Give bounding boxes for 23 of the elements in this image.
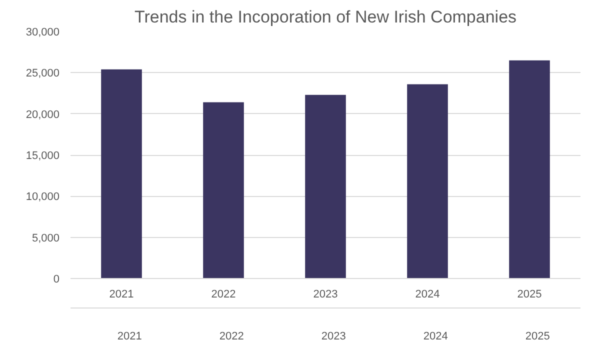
y-tick-label: 25,000 [26,68,60,80]
bar [305,94,346,278]
chart-title: Trends in the Incoporation of New Irish Companies [134,8,517,26]
y-tick-label: 30,000 [26,26,60,38]
bar [407,84,448,278]
text: 2022 [219,330,244,342]
text: 2024 [423,330,448,342]
y-tick-label: 20,000 [26,108,60,121]
x-tick-label: 2022 [211,288,236,300]
text: 2021 [117,330,142,342]
x-tick-label: 2024 [415,288,440,300]
y-tick-label: 15,000 [26,150,60,162]
bar [101,69,142,278]
bar [203,102,244,278]
x-tick-label: 2023 [313,288,338,300]
text: 2023 [321,330,346,342]
bar [509,60,550,278]
y-tick-label: 0 [53,274,60,286]
x-tick-label: 2025 [517,288,542,300]
y-tick-label: 5,000 [32,232,60,244]
text: 2025 [525,330,550,342]
x-tick-label: 2021 [109,288,134,300]
y-tick-label: 10,000 [26,191,60,204]
